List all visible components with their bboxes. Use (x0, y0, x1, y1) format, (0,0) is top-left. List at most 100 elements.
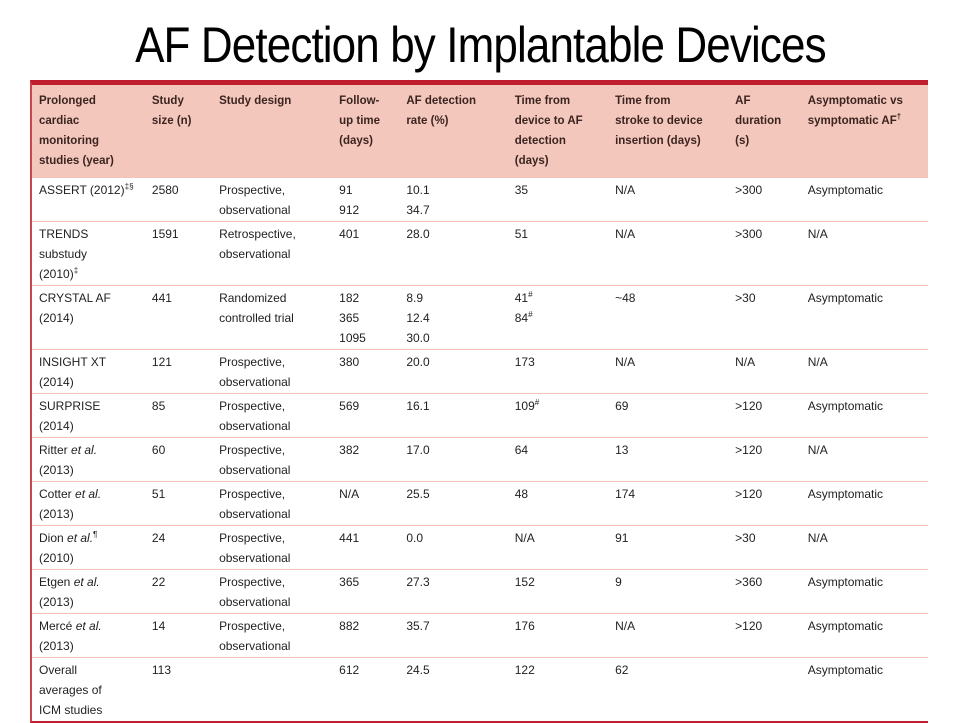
table-cell: Asymptomatic (800, 481, 928, 526)
table-cell: ASSERT (2012)‡§ (32, 177, 145, 222)
table-cell: 2580 (144, 177, 213, 222)
table-cell: 0.0 (399, 525, 508, 570)
table-cell: N/A (608, 221, 729, 286)
table-cell: 25.5 (399, 481, 508, 526)
table-cell: 152 (507, 569, 609, 614)
table-row: Ritter et al. (2013) 60 Prospective, observa… (32, 437, 928, 482)
table-cell: 20.0 (399, 349, 508, 394)
table-cell: Prospective, observational (212, 349, 333, 394)
table-row: Mercé et al. (2013) 14 Prospective, observat… (32, 613, 928, 658)
table-cell: 24 (144, 525, 213, 570)
table-row: TRENDS substudy (2010)‡ 1591 Retrospective, o… (32, 221, 928, 286)
table-cell: >120 (728, 393, 801, 438)
table-cell: Asymptomatic (800, 657, 928, 721)
table-cell: 48 (507, 481, 609, 526)
table-cell: Prospective, observational (212, 569, 333, 614)
table-cell: 113 (144, 657, 213, 721)
table-cell: 380 (332, 349, 400, 394)
table-cell: Mercé et al. (2013) (32, 613, 145, 658)
table-cell: 13 (608, 437, 729, 482)
table-cell: 173 (507, 349, 609, 394)
table-cell: 91 912 (332, 177, 400, 222)
table-cell: 22 (144, 569, 213, 614)
table-cell: CRYSTAL AF (2014) (32, 285, 145, 350)
table-cell: 10.1 34.7 (399, 177, 508, 222)
table-body: ASSERT (2012)‡§ 2580 Prospective, observati… (32, 177, 928, 721)
table-cell: Prospective, observational (212, 525, 333, 570)
table-cell: >30 (728, 285, 801, 350)
table-cell: SURPRISE (2014) (32, 393, 145, 438)
table-cell: 9 (608, 569, 729, 614)
table-cell: 1591 (144, 221, 213, 286)
page-title: AF Detection by Implantable Devices (0, 16, 960, 74)
column-header: Time from stroke to device insertion (days… (608, 85, 729, 178)
table-cell: 14 (144, 613, 213, 658)
table-cell: >360 (728, 569, 801, 614)
table-cell: Prospective, observational (212, 437, 333, 482)
table-cell (212, 657, 333, 721)
column-header: Prolonged cardiac monitoring studies (year) (32, 85, 145, 178)
page-title-text: AF Detection by Implantable Devices (134, 17, 827, 73)
table-cell: 8.9 12.4 30.0 (399, 285, 508, 350)
table-cell: N/A (608, 177, 729, 222)
table-cell: TRENDS substudy (2010)‡ (32, 221, 145, 286)
table-header-row: Prolonged cardiac monitoring studies (year)… (32, 85, 928, 178)
column-header: Asymptomatic vs symptomatic AF† (800, 85, 928, 178)
table-cell: 24.5 (399, 657, 508, 721)
table-cell: 382 (332, 437, 400, 482)
table-cell: 122 (507, 657, 609, 721)
table-cell: N/A (728, 349, 801, 394)
table-cell: Retrospective, observational (212, 221, 333, 286)
table-cell: 60 (144, 437, 213, 482)
table-cell: Overall averages of ICM studies (32, 657, 145, 721)
table-cell: >30 (728, 525, 801, 570)
table-cell: 51 (144, 481, 213, 526)
table-cell: Asymptomatic (800, 177, 928, 222)
column-header: Study size (n) (144, 85, 213, 178)
table-cell (728, 657, 801, 721)
table-cell: 17.0 (399, 437, 508, 482)
table-row: SURPRISE (2014) 85 Prospective, observationa… (32, 393, 928, 438)
table-cell: N/A (800, 221, 928, 286)
table-cell: N/A (800, 349, 928, 394)
table-cell: Asymptomatic (800, 393, 928, 438)
table-cell: 176 (507, 613, 609, 658)
column-header: AF duration (s) (728, 85, 801, 178)
table-cell: 882 (332, 613, 400, 658)
table-cell: N/A (507, 525, 609, 570)
column-header: Time from device to AF detection (days) (507, 85, 609, 178)
table-row: Overall averages of ICM studies 113 612 24.5 1… (32, 657, 928, 721)
table-cell: >120 (728, 481, 801, 526)
table-cell: 62 (608, 657, 729, 721)
table-cell: 27.3 (399, 569, 508, 614)
table-cell: 35 (507, 177, 609, 222)
column-header: Follow-up time (days) (332, 85, 400, 178)
table-cell: Prospective, observational (212, 393, 333, 438)
column-header: Study design (212, 85, 333, 178)
table-cell: 69 (608, 393, 729, 438)
table-row: CRYSTAL AF (2014) 441 Randomized controlled … (32, 285, 928, 350)
table-cell: Etgen et al. (2013) (32, 569, 145, 614)
table-cell: Cotter et al. (2013) (32, 481, 145, 526)
table-cell: >300 (728, 177, 801, 222)
table-cell: N/A (800, 525, 928, 570)
table-cell: 28.0 (399, 221, 508, 286)
table-cell: >120 (728, 437, 801, 482)
table-cell: INSIGHT XT (2014) (32, 349, 145, 394)
table-cell: Asymptomatic (800, 285, 928, 350)
table-cell: 441 (144, 285, 213, 350)
study-table-container: Prolonged cardiac monitoring studies (year)… (30, 80, 928, 723)
table-cell: 182 365 1095 (332, 285, 400, 350)
study-table: Prolonged cardiac monitoring studies (year)… (32, 85, 928, 721)
table-cell: Prospective, observational (212, 481, 333, 526)
table-cell: 612 (332, 657, 400, 721)
table-cell: Prospective, observational (212, 613, 333, 658)
table-cell: 174 (608, 481, 729, 526)
table-cell: 441 (332, 525, 400, 570)
table-cell: Ritter et al. (2013) (32, 437, 145, 482)
table-cell: 64 (507, 437, 609, 482)
table-row: Cotter et al. (2013) 51 Prospective, observa… (32, 481, 928, 526)
table-cell: 91 (608, 525, 729, 570)
table-cell: 16.1 (399, 393, 508, 438)
table-cell: 109# (507, 393, 609, 438)
